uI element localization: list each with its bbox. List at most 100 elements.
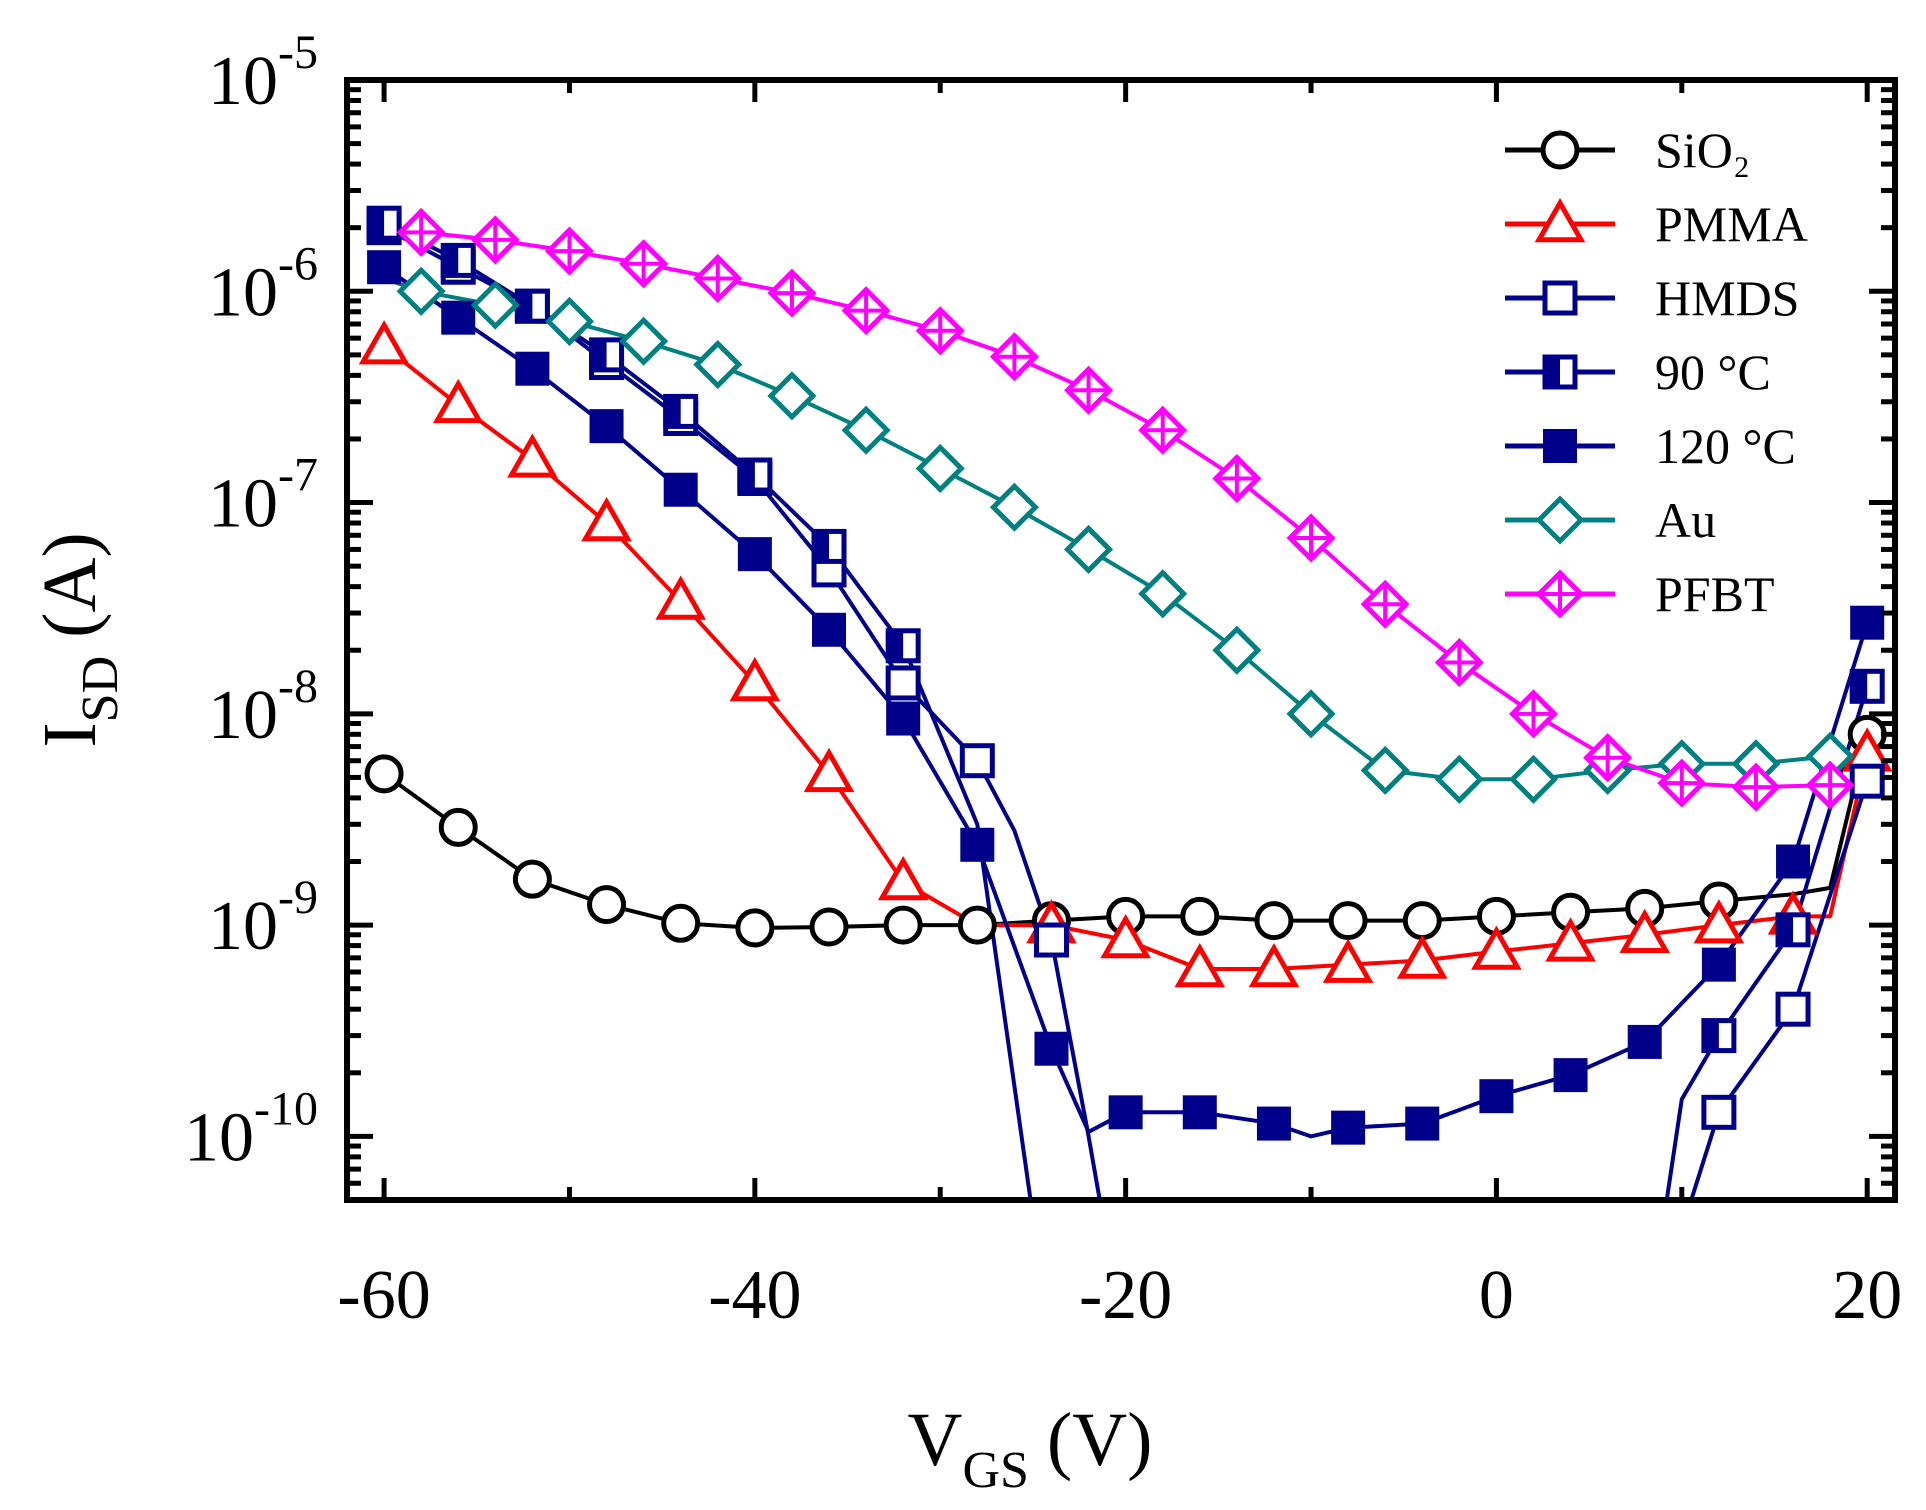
marker-layer xyxy=(358,205,1893,1145)
data-point xyxy=(1434,637,1484,688)
data-point xyxy=(1471,925,1522,970)
data-point xyxy=(1212,625,1262,675)
series-markers-0 xyxy=(364,714,1887,948)
legend-label: PFBT xyxy=(1655,566,1775,622)
legend-item: 120 °C xyxy=(1505,418,1796,474)
data-point xyxy=(512,859,552,899)
data-point xyxy=(1479,1079,1514,1114)
data-point xyxy=(885,628,921,664)
data-point xyxy=(589,409,624,444)
data-point xyxy=(1849,763,1885,799)
x-axis-title-unit: (V) xyxy=(1047,1398,1153,1482)
data-point xyxy=(1064,524,1114,574)
data-point xyxy=(959,743,995,779)
x-axis-title-sub: GS xyxy=(962,1442,1028,1499)
series-line-0 xyxy=(382,733,1870,930)
y-tick-label: 10-5 xyxy=(208,26,318,120)
data-point xyxy=(1331,1110,1366,1145)
data-point xyxy=(812,612,847,647)
data-point xyxy=(1212,453,1262,504)
data-point xyxy=(663,472,698,507)
legend-marker xyxy=(1535,495,1585,545)
data-point xyxy=(735,908,775,948)
data-point xyxy=(1174,942,1226,988)
data-point xyxy=(1776,844,1811,879)
data-point xyxy=(883,905,923,945)
data-point xyxy=(1805,760,1855,810)
legend-label: HMDS xyxy=(1655,270,1799,326)
legend-marker xyxy=(1542,280,1578,316)
data-point xyxy=(440,242,476,278)
data-point xyxy=(655,575,707,620)
data-point xyxy=(841,286,891,336)
data-point xyxy=(989,482,1039,532)
legend-item: PMMA xyxy=(1505,196,1808,252)
data-point xyxy=(1775,991,1811,1027)
legend-marker xyxy=(1543,429,1577,463)
data-point xyxy=(1256,1106,1291,1141)
data-point xyxy=(1033,922,1069,958)
data-point xyxy=(1619,908,1671,954)
series-markers-4 xyxy=(367,250,1885,1145)
y-tick-label: 10-8 xyxy=(208,660,318,754)
data-point xyxy=(1286,689,1336,739)
data-point xyxy=(1360,579,1410,629)
data-point xyxy=(1322,938,1374,983)
data-point xyxy=(432,378,484,424)
data-point xyxy=(1693,899,1745,944)
y-axis-title-sub: SD xyxy=(72,656,129,722)
data-point xyxy=(693,253,743,303)
data-point xyxy=(1508,689,1559,739)
data-point xyxy=(803,747,855,793)
x-tick-label: -20 xyxy=(1079,1257,1172,1334)
data-point xyxy=(1138,569,1188,619)
data-point xyxy=(1434,754,1484,804)
data-point xyxy=(358,320,410,365)
data-point xyxy=(587,885,627,925)
x-axis-ticks: -60 -40 -20 0 20 xyxy=(337,80,1902,1334)
data-point xyxy=(729,656,781,702)
data-point xyxy=(885,665,921,701)
data-point xyxy=(396,266,446,316)
data-point xyxy=(1402,901,1442,941)
data-point xyxy=(507,433,558,478)
data-point xyxy=(767,268,817,318)
legend-item: HMDS xyxy=(1505,270,1799,326)
series-line-4 xyxy=(382,265,1870,1139)
data-point xyxy=(1328,901,1368,941)
series-line-6 xyxy=(383,225,1868,790)
data-point xyxy=(1286,513,1336,563)
y-tick-label: 10-6 xyxy=(208,237,318,331)
y-axis-title-unit: (A) xyxy=(28,532,112,638)
data-point xyxy=(737,537,772,572)
data-point xyxy=(1553,1058,1588,1093)
data-point xyxy=(737,457,773,493)
data-point xyxy=(661,903,701,943)
data-point xyxy=(1138,405,1188,455)
data-point xyxy=(619,316,669,366)
legend: SiO₂ PMMA HMDS 90 °C 120 °C Au PFBT xyxy=(1505,122,1808,622)
data-point xyxy=(1849,668,1885,704)
data-point xyxy=(619,239,669,289)
series-line-1 xyxy=(382,344,1870,971)
data-point xyxy=(767,371,817,421)
data-point xyxy=(1627,1024,1662,1059)
data-point xyxy=(1657,758,1707,808)
legend-label: Au xyxy=(1655,492,1716,548)
y-axis-ticks: 10-10 10-9 10-8 10-7 10-6 10-5 xyxy=(184,26,1895,1203)
data-point xyxy=(470,215,520,265)
data-point xyxy=(367,250,402,285)
data-point xyxy=(886,701,921,736)
data-point xyxy=(1405,1106,1440,1141)
legend-marker xyxy=(1534,197,1586,243)
legend-label: SiO₂ xyxy=(1655,122,1750,178)
data-point xyxy=(589,337,625,373)
data-point xyxy=(366,205,402,241)
data-point xyxy=(544,226,595,276)
data-point xyxy=(957,905,997,945)
y-axis-title: ISD (A) xyxy=(28,532,129,747)
y-axis-title-main: I xyxy=(28,722,112,747)
legend-label: 90 °C xyxy=(1655,344,1771,400)
data-point xyxy=(1248,942,1300,988)
